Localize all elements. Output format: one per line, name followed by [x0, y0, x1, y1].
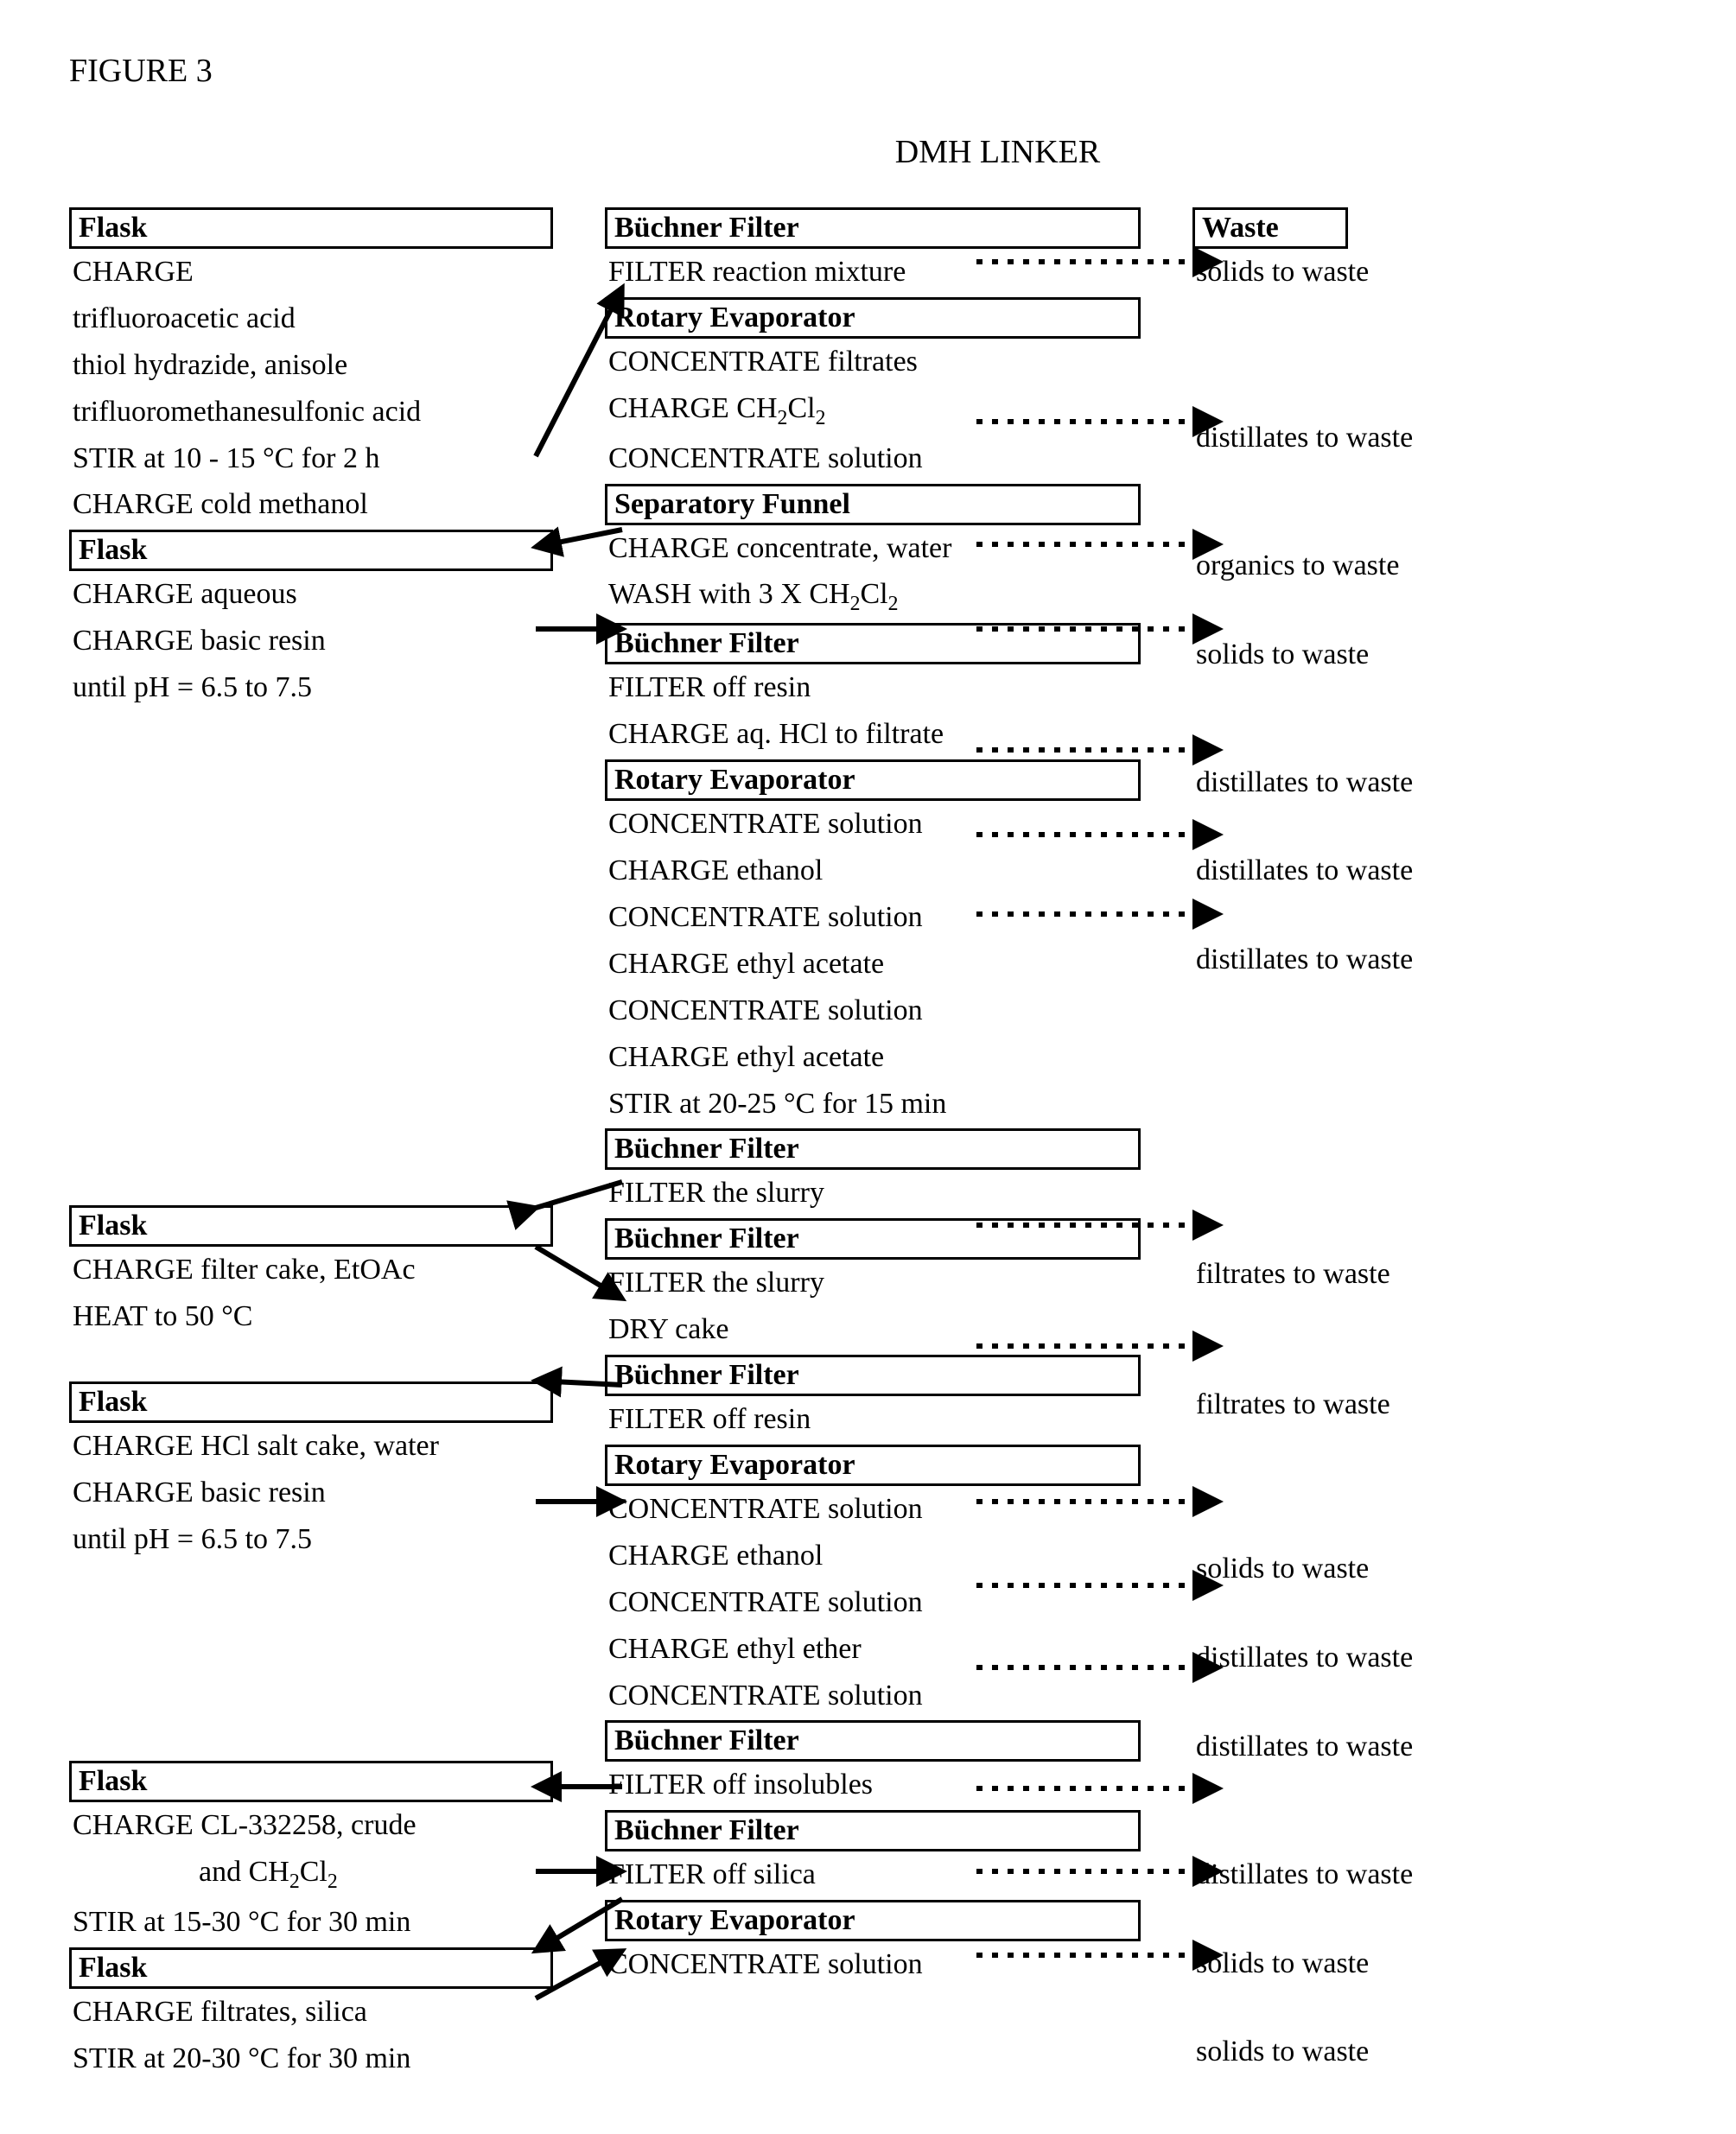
flask-header-1: Flask: [69, 207, 553, 249]
flask-header-3: Flask: [69, 1205, 553, 1247]
step: thiol hydrazide, anisole: [69, 342, 553, 389]
waste-note: solids to waste: [1192, 632, 1555, 678]
step: FILTER off insolubles: [605, 1762, 1141, 1808]
step: CHARGE cold methanol: [69, 481, 553, 528]
waste-note: distillates to waste: [1192, 1635, 1555, 1681]
step: HEAT to 50 °C: [69, 1293, 553, 1340]
step: CONCENTRATE filtrates: [605, 339, 1141, 385]
step: CHARGE HCl salt cake, water: [69, 1423, 553, 1470]
step: FILTER the slurry: [605, 1170, 1141, 1216]
buchner-header: Büchner Filter: [605, 1810, 1141, 1851]
waste-note: distillates to waste: [1192, 937, 1555, 983]
step: FILTER the slurry: [605, 1260, 1141, 1306]
step: STIR at 20-25 °C for 15 min: [605, 1081, 1141, 1127]
buchner-header: Büchner Filter: [605, 1218, 1141, 1260]
step: CHARGE ethanol: [605, 1533, 1141, 1579]
waste-note: solids to waste: [1192, 1546, 1555, 1592]
column-right: Waste solids to waste distillates to was…: [1192, 206, 1555, 2082]
waste-note: solids to waste: [1192, 249, 1555, 295]
step: STIR at 15-30 °C for 30 min: [69, 1899, 553, 1946]
step: CHARGE filtrates, silica: [69, 1989, 553, 2036]
step: FILTER off silica: [605, 1851, 1141, 1898]
step: CHARGE ethyl ether: [605, 1626, 1141, 1673]
diagram-title: DMH LINKER: [328, 133, 1667, 171]
step: FILTER off resin: [605, 1396, 1141, 1443]
step: CONCENTRATE solution: [605, 435, 1141, 482]
step: until pH = 6.5 to 7.5: [69, 664, 553, 711]
step: CHARGE CH2Cl2: [605, 385, 1141, 435]
flask-header-4: Flask: [69, 1381, 553, 1423]
column-left: Flask CHARGE trifluoroacetic acid thiol …: [69, 206, 553, 2082]
step: STIR at 20-30 °C for 30 min: [69, 2036, 553, 2082]
rotary-header: Rotary Evaporator: [605, 297, 1141, 339]
step: until pH = 6.5 to 7.5: [69, 1516, 553, 1563]
flowchart-grid: Flask CHARGE trifluoroacetic acid thiol …: [69, 206, 1667, 2082]
waste-note: distillates to waste: [1192, 415, 1555, 461]
waste-note: filtrates to waste: [1192, 1381, 1555, 1428]
step: CHARGE: [69, 249, 553, 295]
step: CONCENTRATE solution: [605, 988, 1141, 1034]
waste-note: distillates to waste: [1192, 759, 1555, 806]
waste-note: solids to waste: [1192, 1940, 1555, 1987]
step: CHARGE aqueous: [69, 571, 553, 618]
waste-note: distillates to waste: [1192, 848, 1555, 894]
waste-note: filtrates to waste: [1192, 1251, 1555, 1298]
step: CONCENTRATE solution: [605, 1486, 1141, 1533]
waste-note: solids to waste: [1192, 2029, 1555, 2075]
waste-note: organics to waste: [1192, 543, 1555, 589]
sepfunnel-header: Separatory Funnel: [605, 484, 1141, 525]
rotary-header: Rotary Evaporator: [605, 1900, 1141, 1941]
buchner-header: Büchner Filter: [605, 1128, 1141, 1170]
step: DRY cake: [605, 1306, 1141, 1353]
step: CHARGE CL-332258, crude: [69, 1802, 553, 1849]
waste-note: distillates to waste: [1192, 1851, 1555, 1898]
figure-label: FIGURE 3: [69, 52, 1667, 90]
flask-header-6: Flask: [69, 1947, 553, 1989]
step: CHARGE ethyl acetate: [605, 941, 1141, 988]
step: CHARGE ethanol: [605, 848, 1141, 894]
step: CONCENTRATE solution: [605, 1579, 1141, 1626]
step: CONCENTRATE solution: [605, 1673, 1141, 1719]
buchner-header: Büchner Filter: [605, 207, 1141, 249]
waste-header: Waste: [1192, 207, 1348, 249]
step: CHARGE basic resin: [69, 618, 553, 664]
step: FILTER reaction mixture: [605, 249, 1141, 295]
step-sub: and CH2Cl2: [69, 1849, 553, 1899]
buchner-header: Büchner Filter: [605, 1355, 1141, 1396]
flask-header-5: Flask: [69, 1761, 553, 1802]
step: CHARGE ethyl acetate: [605, 1034, 1141, 1081]
step: FILTER off resin: [605, 664, 1141, 711]
step: CONCENTRATE solution: [605, 1941, 1141, 1988]
step: CHARGE concentrate, water: [605, 525, 1141, 572]
step: WASH with 3 X CH2Cl2: [605, 571, 1141, 621]
step: trifluoroacetic acid: [69, 295, 553, 342]
rotary-header: Rotary Evaporator: [605, 1445, 1141, 1486]
step: CHARGE basic resin: [69, 1470, 553, 1516]
flask-header-2: Flask: [69, 530, 553, 571]
step: CHARGE aq. HCl to filtrate: [605, 711, 1141, 758]
buchner-header: Büchner Filter: [605, 1720, 1141, 1762]
column-middle: Büchner Filter FILTER reaction mixture R…: [605, 206, 1141, 2082]
step: CONCENTRATE solution: [605, 801, 1141, 848]
buchner-header: Büchner Filter: [605, 623, 1141, 664]
waste-note: distillates to waste: [1192, 1724, 1555, 1770]
step: trifluoromethanesulfonic acid: [69, 389, 553, 435]
step: STIR at 10 - 15 °C for 2 h: [69, 435, 553, 482]
rotary-header: Rotary Evaporator: [605, 759, 1141, 801]
step: CONCENTRATE solution: [605, 894, 1141, 941]
step: CHARGE filter cake, EtOAc: [69, 1247, 553, 1293]
